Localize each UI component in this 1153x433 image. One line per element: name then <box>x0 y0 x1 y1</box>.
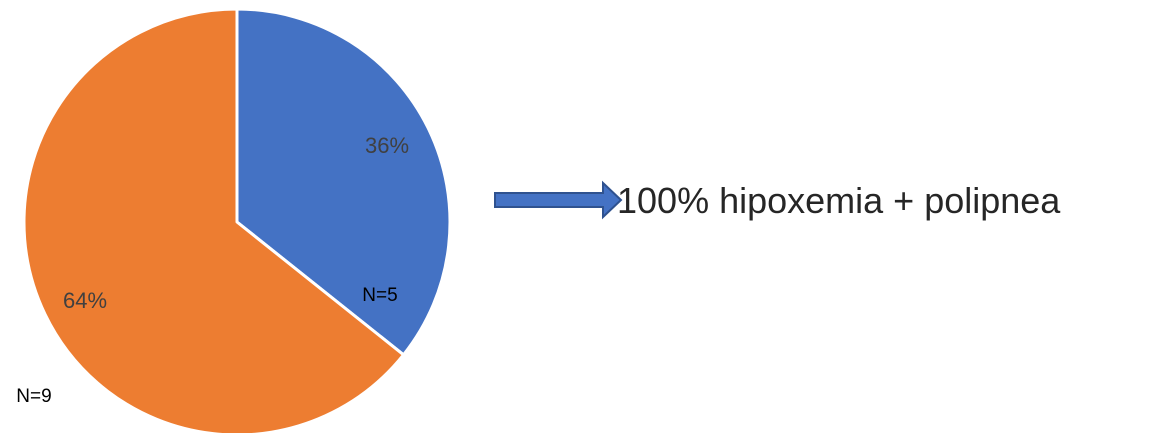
pie-slices <box>22 7 452 433</box>
slice-orange-n-label: N=9 <box>16 386 51 407</box>
callout-text: 100% hipoxemia + polipnea <box>617 180 1061 221</box>
pie-slice-orange <box>22 7 406 433</box>
slice-blue-percent-label: 36% <box>365 133 409 158</box>
slice-orange-percent-label: 64% <box>63 288 107 313</box>
pie-slice-blue <box>235 7 452 357</box>
slice-blue-n-label: N=5 <box>362 285 397 306</box>
right-arrow-icon <box>494 180 623 220</box>
